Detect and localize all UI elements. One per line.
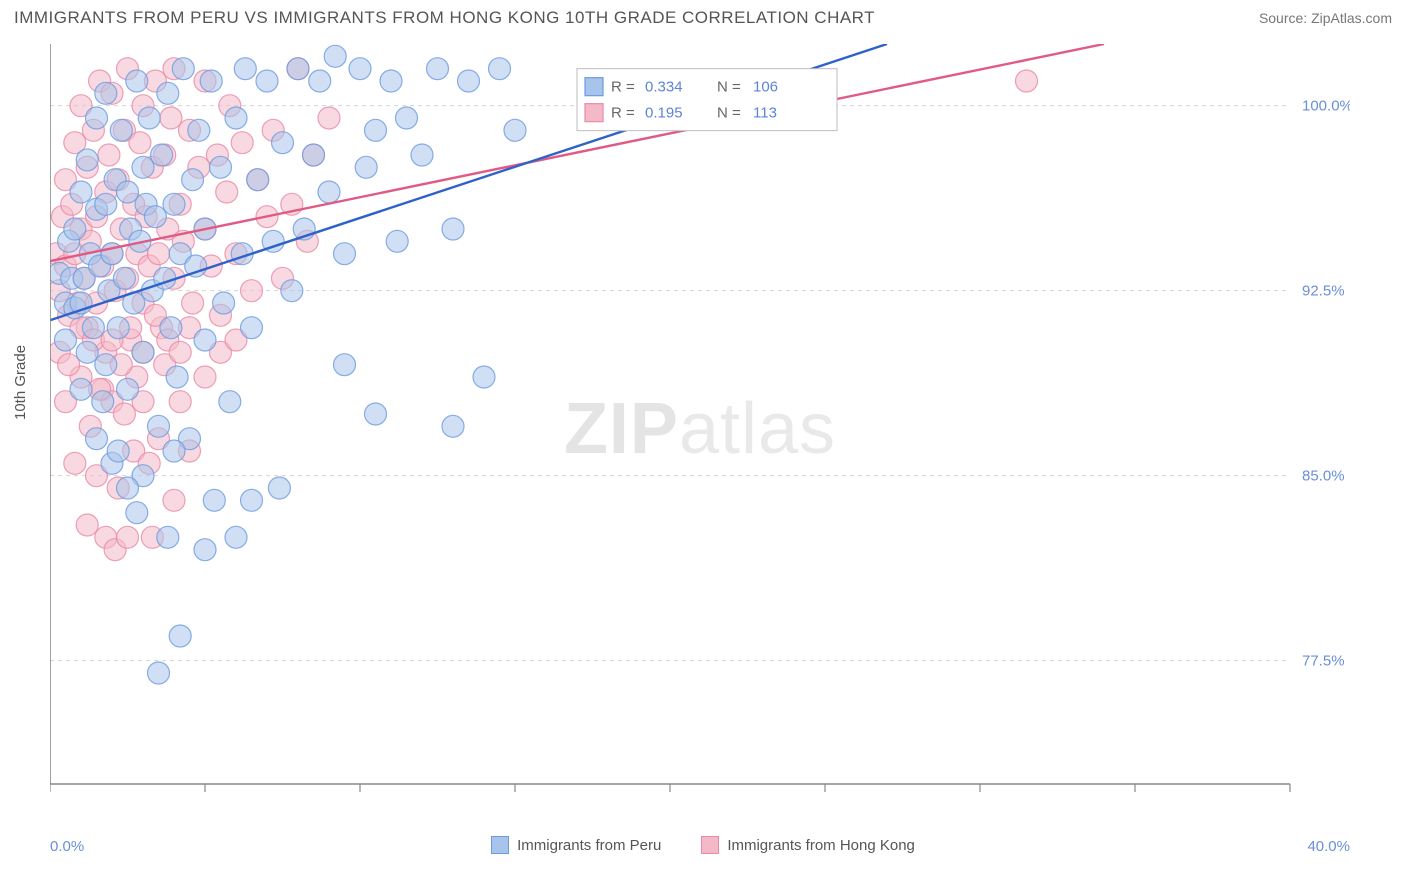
svg-text:0.334: 0.334 (645, 79, 683, 96)
svg-text:77.5%: 77.5% (1302, 653, 1345, 670)
svg-text:92.5%: 92.5% (1302, 283, 1345, 300)
legend-swatch (701, 836, 719, 854)
y-axis-label: 10th Grade (12, 345, 29, 420)
svg-text:N =: N = (717, 79, 741, 96)
svg-text:R =: R = (611, 105, 635, 122)
plot-area: 77.5% 85.0% 92.5% 100.0% R = 0.334 N = 106 R = 0.… (50, 44, 1350, 814)
bottom-legend: Immigrants from Peru Immigrants from Hong… (0, 836, 1406, 854)
bottom-legend-item: Immigrants from Hong Kong (701, 836, 915, 854)
svg-text:R =: R = (611, 79, 635, 96)
chart-title: IMMIGRANTS FROM PERU VS IMMIGRANTS FROM … (14, 8, 875, 28)
chart-svg: 77.5% 85.0% 92.5% 100.0% R = 0.334 N = 106 R = 0.… (50, 44, 1350, 814)
bottom-legend-item: Immigrants from Peru (491, 836, 661, 854)
svg-text:100.0%: 100.0% (1302, 98, 1350, 115)
source-label: Source: ZipAtlas.com (1259, 10, 1392, 26)
svg-text:N =: N = (717, 105, 741, 122)
svg-text:106: 106 (753, 79, 778, 96)
legend-swatch (491, 836, 509, 854)
svg-text:0.195: 0.195 (645, 105, 683, 122)
svg-text:113: 113 (753, 105, 777, 122)
svg-text:85.0%: 85.0% (1302, 468, 1345, 485)
